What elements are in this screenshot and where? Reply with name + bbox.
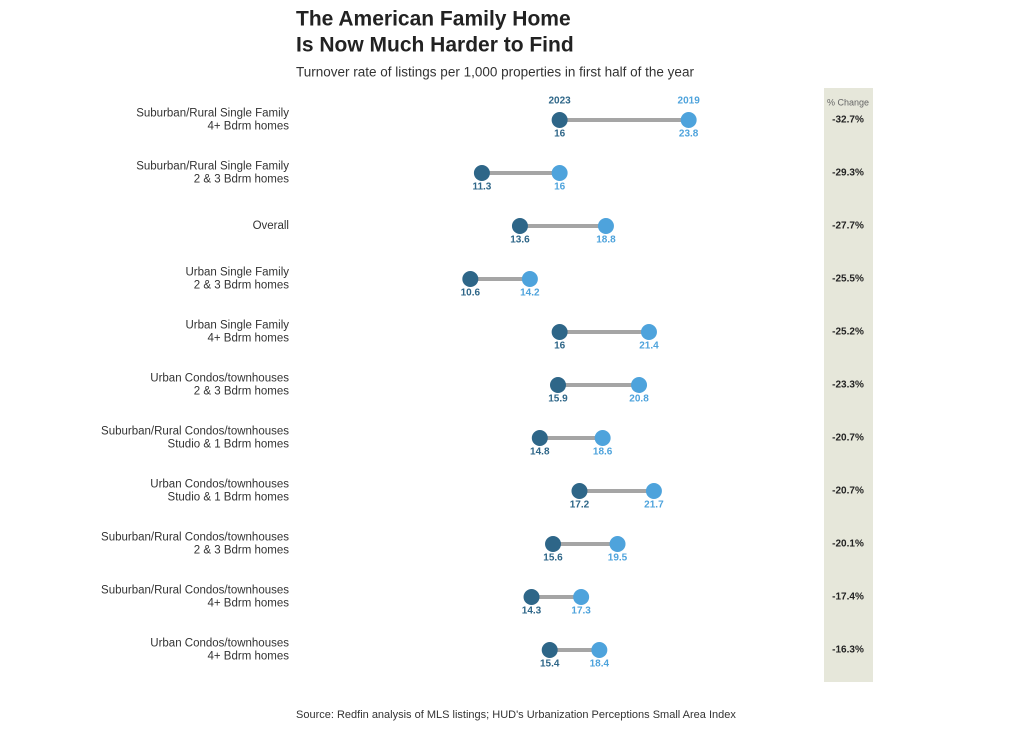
legend-label: 2019 [678,96,701,107]
category-label: Suburban/Rural Condos/townhouses [101,532,289,544]
value-label: 23.8 [679,129,699,140]
category-label: 2 & 3 Bdrm homes [194,545,289,557]
category-label: Urban Single Family [185,267,289,279]
dot [573,589,590,605]
category-label: Urban Condos/townhouses [150,479,289,491]
category-label: Suburban/Rural Condos/townhouses [101,585,289,597]
value-label: 16 [554,341,566,352]
value-label: 14.8 [530,447,550,458]
value-label: 14.3 [522,606,542,617]
category-label: Urban Condos/townhouses [150,638,289,650]
category-label: 4+ Bdrm homes [208,651,290,663]
category-label: 2 & 3 Bdrm homes [194,174,289,186]
pct-label: -20.7% [832,486,864,497]
dot [523,589,540,605]
chart-title: Is Now Much Harder to Find [296,34,574,57]
dot [473,165,490,181]
category-label: 4+ Bdrm homes [208,121,290,133]
dot [645,483,662,499]
category-label: 4+ Bdrm homes [208,598,290,610]
value-label: 17.2 [570,500,590,511]
value-label: 13.6 [510,235,530,246]
dot [551,112,568,128]
value-label: 18.6 [593,447,613,458]
dot [511,218,528,234]
dot [521,271,538,287]
category-label: Suburban/Rural Single Family [136,161,289,173]
category-label: Urban Condos/townhouses [150,373,289,385]
value-label: 15.9 [548,394,568,405]
pct-label: -17.4% [832,592,864,603]
dot [531,430,548,446]
value-label: 16 [554,129,566,140]
value-label: 11.3 [472,182,491,193]
category-label: Studio & 1 Bdrm homes [168,439,290,451]
pct-label: -27.7% [832,221,864,232]
dot [545,536,562,552]
dot [541,642,558,658]
value-label: 16 [554,182,566,193]
value-label: 21.7 [644,500,664,511]
pct-panel [824,88,873,682]
pct-label: -32.7% [832,115,864,126]
category-label: Studio & 1 Bdrm homes [168,492,290,504]
pct-label: -20.7% [832,433,864,444]
pct-label: -20.1% [832,539,864,550]
chart-subtitle: Turnover rate of listings per 1,000 prop… [296,65,694,80]
value-label: 21.4 [639,341,659,352]
dot [597,218,614,234]
value-label: 18.8 [596,235,616,246]
pct-header: % Change [827,97,869,107]
pct-label: -25.5% [832,274,864,285]
dot [551,324,568,340]
dot [462,271,479,287]
dot [631,377,648,393]
category-label: Suburban/Rural Condos/townhouses [101,426,289,438]
pct-label: -25.2% [832,327,864,338]
value-label: 10.6 [461,288,481,299]
chart-title: The American Family Home [296,8,571,31]
value-label: 15.6 [543,553,563,564]
value-label: 20.8 [629,394,649,405]
dot [591,642,608,658]
category-label: Suburban/Rural Single Family [136,108,289,120]
legend-label: 2023 [549,96,572,107]
category-label: 4+ Bdrm homes [208,333,290,345]
category-label: Urban Single Family [185,320,289,332]
value-label: 17.3 [571,606,591,617]
value-label: 19.5 [608,553,628,564]
source: Source: Redfin analysis of MLS listings;… [296,709,736,721]
pct-label: -16.3% [832,645,864,656]
dot [549,377,566,393]
dot [609,536,626,552]
pct-label: -29.3% [832,168,864,179]
dot [551,165,568,181]
dot [571,483,588,499]
category-label: 2 & 3 Bdrm homes [194,386,289,398]
dot [594,430,611,446]
value-label: 18.4 [590,659,610,670]
category-label: Overall [253,220,289,232]
value-label: 14.2 [520,288,540,299]
dot [680,112,697,128]
category-label: 2 & 3 Bdrm homes [194,280,289,292]
dot [640,324,657,340]
pct-label: -23.3% [832,380,864,391]
value-label: 15.4 [540,659,560,670]
